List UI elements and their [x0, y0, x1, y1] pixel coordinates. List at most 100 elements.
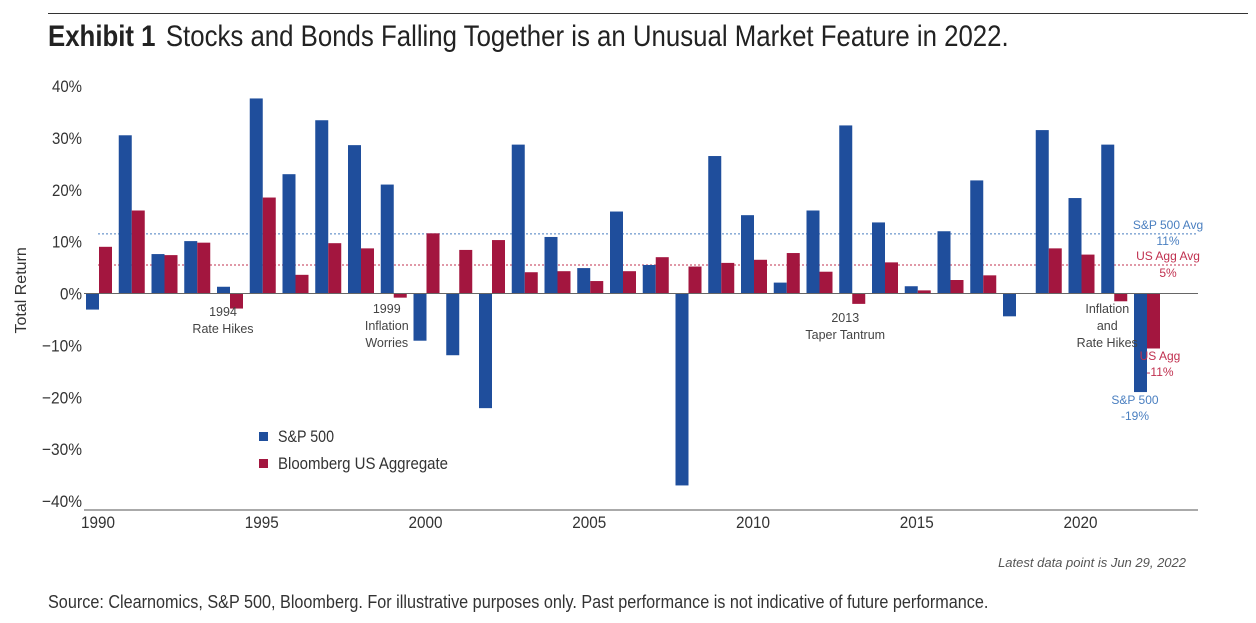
- annotation-text: Taper Tantrum: [805, 328, 885, 342]
- sp500-bar: [806, 210, 820, 294]
- sp500-bar: [380, 184, 394, 294]
- agg-bar: [590, 281, 604, 294]
- agg-bar: [950, 280, 964, 294]
- end-label-value: -11%: [1146, 365, 1173, 379]
- y-axis-label: Total Return: [13, 247, 30, 333]
- x-tick-label: 2005: [572, 513, 606, 532]
- x-axis: 1990 1995 2000 2005 2010 2015 2020: [81, 293, 1198, 532]
- agg-bar: [819, 271, 833, 294]
- x-tick-label: 1995: [245, 513, 279, 532]
- agg-bar: [917, 290, 931, 294]
- agg-bar: [393, 293, 407, 298]
- sp500-bar: [348, 145, 361, 294]
- top-rule: [48, 13, 1248, 14]
- agg-bar: [524, 272, 538, 294]
- sp500-bar: [217, 286, 230, 294]
- sp500-bar: [708, 156, 722, 294]
- y-tick-label: 40%: [52, 77, 82, 96]
- sp500-bar: [315, 120, 329, 294]
- source-note: Source: Clearnomics, S&P 500, Bloomberg.…: [48, 592, 989, 612]
- exhibit-title: Exhibit 1 Stocks and Bonds Falling Togeth…: [48, 20, 1009, 54]
- sp500-bar: [413, 293, 427, 341]
- agg-bar: [328, 243, 342, 294]
- y-tick-label: 30%: [52, 129, 82, 148]
- annotation-text: Inflation: [1085, 302, 1129, 316]
- sp500-bar: [773, 282, 787, 294]
- agg-bar: [262, 197, 276, 294]
- x-tick-label: 2020: [1064, 513, 1098, 532]
- agg-bar: [655, 257, 669, 294]
- sp500-bar: [282, 174, 296, 294]
- sp500-bar: [610, 211, 623, 294]
- legend-swatch: [259, 432, 268, 441]
- legend-label: S&P 500: [278, 427, 334, 446]
- sp500-bar: [937, 231, 951, 294]
- agg-bar: [99, 246, 112, 294]
- agg-bar: [197, 242, 211, 294]
- y-axis: 40% 30% 20% 10% 0% −10% −20% −30% −40%: [42, 77, 82, 511]
- agg-bar: [1048, 248, 1062, 294]
- annotations: 1994 Rate Hikes 1999 Inflation Worries 2013 Ta…: [192, 218, 1203, 423]
- annotation-text: and: [1097, 319, 1118, 333]
- agg-bar: [426, 233, 440, 294]
- reference-line-value: 11%: [1156, 234, 1179, 248]
- agg-bar: [623, 271, 636, 294]
- agg-bar: [131, 210, 145, 294]
- bars: [86, 98, 1160, 486]
- sp500-bar: [151, 254, 165, 294]
- sp500-bar: [1003, 293, 1016, 317]
- sp500-bar: [249, 98, 263, 294]
- data-note: Latest data point is Jun 29, 2022: [998, 555, 1187, 570]
- x-tick-label: 1990: [81, 513, 115, 532]
- y-tick-label: 0%: [60, 285, 82, 304]
- x-tick-label: 2010: [736, 513, 770, 532]
- agg-bar: [754, 259, 767, 294]
- sp500-bar: [741, 215, 754, 294]
- annotation-text: Worries: [365, 336, 408, 350]
- end-label-value: -19%: [1121, 409, 1149, 423]
- sp500-bar: [839, 125, 853, 294]
- sp500-bar: [184, 241, 198, 294]
- agg-bar: [852, 293, 866, 304]
- reference-line-label: S&P 500 Avg: [1133, 218, 1203, 232]
- sp500-bar: [511, 144, 525, 294]
- agg-bar: [459, 249, 473, 294]
- sp500-bar: [577, 268, 591, 294]
- agg-bar: [1081, 254, 1095, 294]
- sp500-bar: [642, 264, 656, 294]
- agg-bar: [1114, 293, 1128, 302]
- annotation-text: Inflation: [365, 319, 409, 333]
- annotation-text: Rate Hikes: [192, 322, 253, 336]
- sp500-bar: [118, 135, 132, 294]
- legend: S&P 500 Bloomberg US Aggregate: [259, 427, 448, 473]
- agg-bar: [492, 240, 505, 294]
- sp500-bar: [479, 293, 492, 409]
- legend-swatch: [259, 459, 268, 468]
- sp500-bar: [1068, 198, 1082, 294]
- sp500-bar: [1134, 293, 1147, 393]
- agg-bar: [688, 266, 702, 294]
- end-label: S&P 500: [1111, 393, 1158, 407]
- agg-bar: [786, 253, 800, 294]
- legend-label: Bloomberg US Aggregate: [278, 454, 448, 473]
- sp500-bar: [872, 222, 885, 294]
- y-tick-label: −10%: [42, 336, 82, 355]
- exhibit-number: Exhibit 1: [48, 20, 156, 53]
- sp500-bar: [970, 180, 984, 294]
- agg-bar: [885, 262, 898, 294]
- sp500-bar: [1035, 130, 1049, 294]
- reference-line-label: US Agg Avg: [1136, 249, 1200, 263]
- sp500-bar: [544, 236, 558, 294]
- title-text: Stocks and Bonds Falling Together is an …: [165, 20, 1009, 53]
- agg-bar: [295, 274, 309, 294]
- sp500-bar: [1101, 144, 1115, 294]
- y-tick-label: −40%: [42, 492, 82, 511]
- agg-bar: [983, 275, 997, 294]
- y-tick-label: 20%: [52, 181, 82, 200]
- agg-bar: [164, 255, 178, 294]
- sp500-bar: [446, 293, 460, 356]
- agg-bar: [557, 271, 571, 294]
- annotation-text: 1994: [209, 305, 237, 319]
- sp500-bar: [675, 293, 689, 486]
- agg-bar: [230, 293, 243, 309]
